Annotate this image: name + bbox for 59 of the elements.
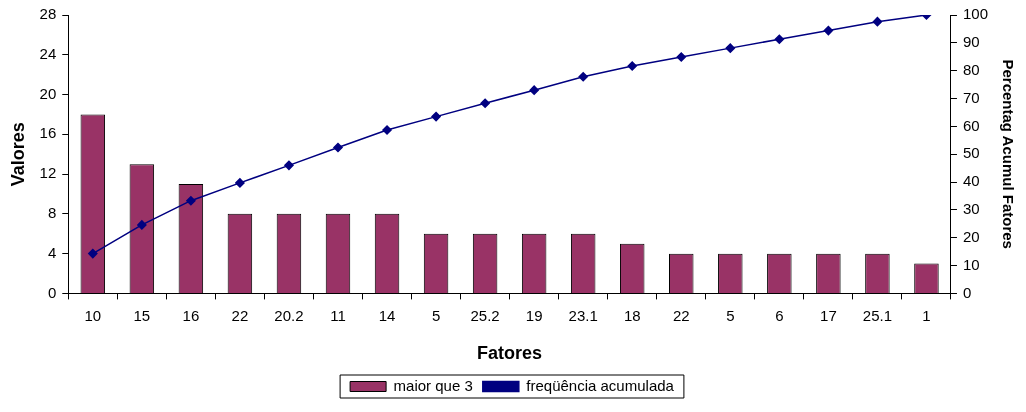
y-tick-label: 8 (47, 204, 57, 221)
y2-tick-label: 70 (962, 88, 980, 106)
point (627, 61, 637, 71)
point (529, 85, 539, 95)
y2-tick-label: 90 (962, 32, 980, 50)
x-tick-label: 15 (133, 306, 151, 324)
x-tick-label: 14 (378, 306, 396, 324)
y2-tick-label: 40 (962, 172, 980, 190)
x-tick-label: 22 (672, 306, 690, 324)
point (872, 16, 883, 27)
point (823, 25, 834, 36)
x-tick-label: 20.2 (274, 306, 304, 324)
y2-tick-label: 50 (962, 144, 980, 162)
point (382, 125, 392, 135)
x-tick-label: 19 (525, 306, 543, 324)
y-axis-title: Valores (7, 122, 28, 187)
x-tick-label: 11 (330, 306, 346, 324)
x-tick-label: 22 (231, 306, 249, 324)
x-axis-title: Fatores (477, 343, 543, 364)
y2-tick-label: 10 (962, 255, 980, 273)
y2-tick-label: 0 (962, 283, 972, 301)
point (431, 111, 441, 122)
legend-label: freqüência acumulada (526, 376, 675, 394)
point (774, 34, 785, 44)
x-tick-label: 18 (623, 306, 641, 324)
point (186, 195, 196, 206)
point (137, 220, 147, 230)
point (578, 72, 588, 82)
y2-axis-title: Percentag Acumul Fatores (999, 59, 1017, 249)
y2-tick-label: 80 (962, 60, 980, 78)
point (88, 248, 98, 259)
x-tick-label: 10 (84, 306, 102, 324)
y2-tick-label: 100 (962, 5, 988, 23)
y-tick-label: 0 (47, 283, 57, 301)
y2-tick-label: 20 (962, 227, 980, 245)
y2-tick-label: 30 (962, 200, 980, 218)
point (284, 160, 294, 171)
y-tick-label: 28 (39, 5, 57, 23)
point (480, 98, 490, 108)
y-tick-label: 16 (39, 124, 57, 142)
x-tick-label: 5 (431, 306, 441, 324)
x-tick-label: 23.1 (568, 306, 598, 324)
legend-label: maior que 3 (393, 376, 473, 394)
x-tick-label: 16 (182, 306, 200, 324)
y-tick-label: 4 (47, 243, 57, 261)
x-tick-label: 5 (726, 306, 735, 324)
y-tick-label: 20 (39, 84, 57, 102)
point (725, 43, 736, 53)
point (333, 142, 343, 153)
point (676, 52, 687, 62)
y2-tick-label: 60 (962, 116, 980, 134)
x-tick-label: 6 (775, 306, 784, 324)
x-tick-label: 17 (820, 306, 837, 324)
x-tick-label: 25.2 (470, 306, 500, 324)
y-tick-label: 24 (39, 44, 57, 62)
y-tick-label: 12 (39, 164, 57, 182)
x-tick-label: 25.1 (862, 306, 893, 324)
point (235, 178, 245, 188)
x-tick-label: 1 (922, 306, 931, 324)
